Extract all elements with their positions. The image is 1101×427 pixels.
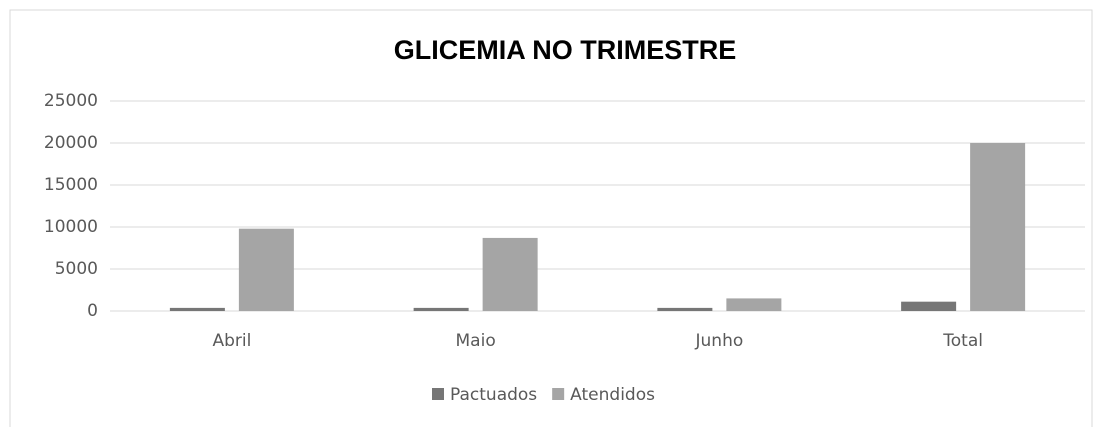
y-tick-label: 5000 (55, 259, 98, 279)
bar (169, 307, 225, 311)
y-tick-label: 10000 (44, 217, 98, 237)
x-tick-label: Maio (456, 331, 496, 351)
bar (238, 228, 294, 311)
x-tick-label: Total (942, 331, 983, 351)
x-tick-label: Junho (695, 331, 744, 351)
x-tick-label: Abril (212, 331, 251, 351)
bar (413, 307, 469, 311)
legend-label: Atendidos (570, 385, 655, 405)
y-tick-label: 20000 (44, 133, 98, 153)
y-tick-label: 15000 (44, 175, 98, 195)
bar (901, 301, 957, 311)
bar (657, 307, 713, 311)
legend-swatch (552, 388, 565, 400)
bar (726, 298, 782, 311)
bar (970, 143, 1026, 311)
legend-swatch (432, 388, 444, 400)
y-tick-label: 25000 (44, 91, 98, 111)
legend-label: Pactuados (450, 385, 537, 405)
y-tick-label: 0 (87, 301, 98, 321)
bar (482, 237, 538, 311)
chart-title: GLICEMIA NO TRIMESTRE (394, 35, 737, 65)
chart-frame (9, 9, 1093, 427)
